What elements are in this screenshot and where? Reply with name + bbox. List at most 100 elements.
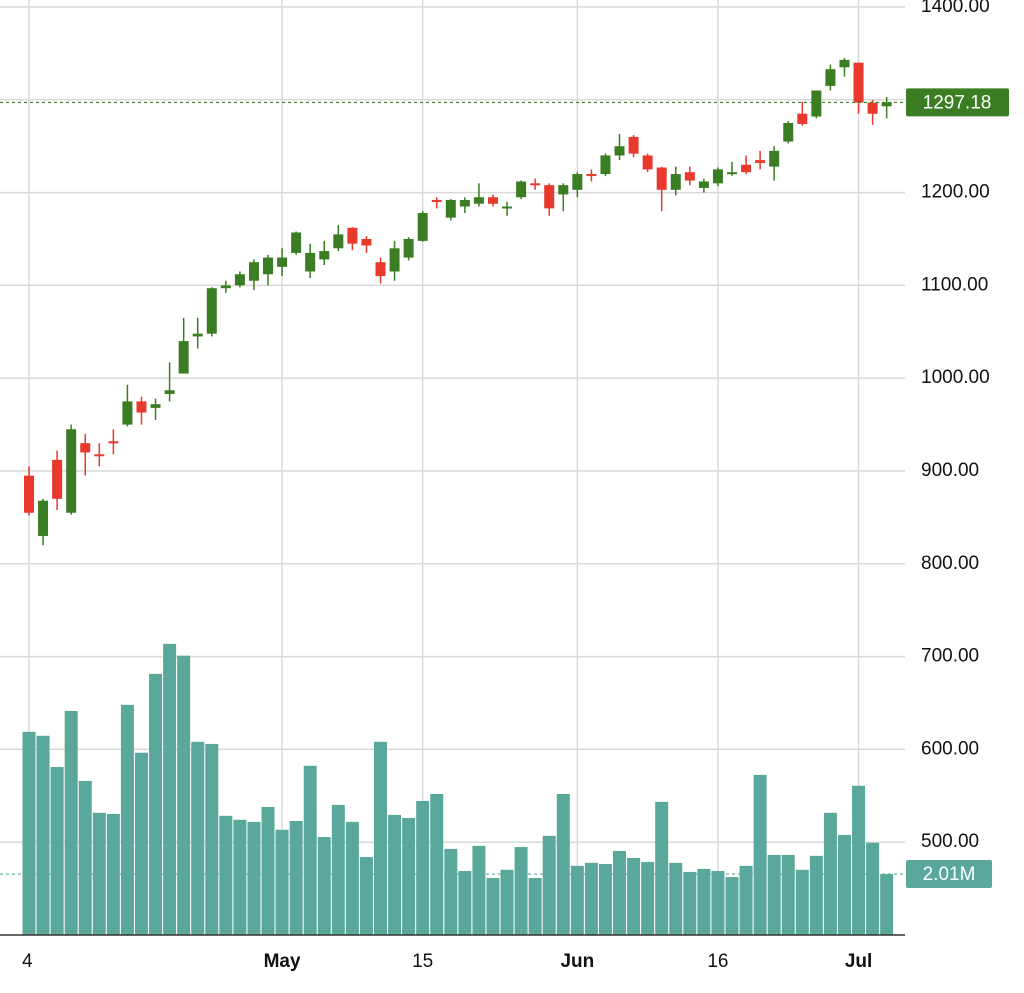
candle-body: [347, 227, 358, 244]
candle-body: [248, 262, 259, 281]
candle-body: [698, 181, 709, 188]
candle-body: [150, 404, 161, 408]
candle-body: [305, 252, 316, 272]
candle-body: [628, 136, 639, 154]
candle-body: [670, 174, 681, 190]
candle-body: [263, 257, 274, 275]
candle-body: [403, 239, 414, 258]
candle-body: [192, 333, 203, 337]
candle-body: [122, 401, 133, 425]
volume-bar: [458, 871, 472, 935]
volume-bar: [739, 865, 753, 935]
volume-bar: [613, 850, 627, 935]
candle-body: [80, 443, 91, 453]
candle-body: [389, 248, 400, 272]
candle-body: [797, 113, 808, 124]
candle-body: [431, 200, 442, 203]
volume-bar: [781, 854, 795, 935]
volume-bar: [149, 673, 163, 935]
x-tick-label: 15: [412, 951, 433, 972]
candle-body: [333, 234, 344, 249]
volume-bar: [767, 854, 781, 935]
candle-body: [572, 174, 583, 190]
volume-bar: [570, 865, 584, 935]
volume-bar: [92, 812, 106, 935]
y-tick-label: 600.00: [921, 738, 979, 759]
candle-body: [24, 475, 34, 513]
volume-bar: [486, 877, 500, 935]
volume-bar: [472, 845, 486, 935]
volume-bar: [444, 848, 458, 935]
y-tick-label: 500.00: [921, 831, 979, 852]
candle-body: [220, 285, 231, 289]
volume-bar: [641, 861, 655, 935]
volume-tag-box: [906, 860, 992, 889]
candle-body: [473, 197, 484, 204]
candle-body: [614, 146, 625, 156]
candle-body: [544, 185, 555, 209]
candle-body: [164, 390, 175, 394]
volume-bar: [163, 643, 177, 935]
volume-bar: [669, 862, 683, 935]
y-tick-label: 700.00: [921, 646, 979, 667]
x-tick-label: Jun: [560, 951, 594, 972]
volume-bar: [261, 807, 275, 935]
candle-body: [881, 102, 892, 107]
x-tick-label: Jul: [845, 951, 872, 972]
candle-body: [459, 200, 470, 207]
candle-body: [558, 185, 569, 195]
volume-bar: [22, 731, 36, 935]
volume-bar: [50, 766, 64, 935]
candle-body: [769, 150, 780, 167]
candle-body: [741, 164, 752, 173]
volume-bar: [852, 785, 866, 935]
candle-body: [642, 155, 653, 170]
volume-bar: [809, 855, 823, 935]
candle-body: [277, 257, 288, 267]
volume-bar: [542, 835, 556, 935]
price-tag-label: 1297.18: [923, 92, 992, 113]
price-tag-box: [906, 88, 1009, 117]
volume-bar: [345, 821, 359, 935]
volume-bar: [205, 743, 219, 935]
candle-body: [291, 232, 302, 253]
volume-bar: [374, 741, 387, 935]
candle-body: [586, 174, 597, 177]
candle-body: [684, 172, 695, 181]
candle-body: [38, 500, 49, 536]
volume-bar: [303, 765, 317, 935]
volume-bar: [837, 834, 851, 935]
candle-body: [319, 251, 330, 260]
candle-body: [361, 239, 372, 246]
volume-bar: [655, 801, 669, 935]
candle-body: [234, 274, 245, 286]
volume-bar: [528, 877, 542, 935]
volume-bar: [289, 820, 303, 935]
volume-bar: [598, 864, 612, 935]
volume-bar: [247, 821, 261, 935]
volume-bar: [317, 837, 331, 935]
volume-bar: [388, 814, 402, 935]
candle-body: [487, 197, 498, 204]
volume-bar: [106, 813, 120, 935]
candle-body: [445, 200, 456, 218]
volume-bar: [795, 869, 809, 935]
volume-bar: [584, 862, 598, 935]
volume-bar: [627, 857, 641, 935]
y-tick-label: 800.00: [921, 553, 979, 574]
volume-bar: [275, 829, 289, 935]
volume-bar: [233, 819, 247, 935]
volume-bar: [64, 710, 78, 935]
y-tick-label: 1200.00: [921, 182, 990, 203]
candle-body: [530, 183, 541, 186]
volume-bar: [191, 741, 205, 935]
volume-bar: [430, 793, 444, 935]
volume-tag-label: 2.01M: [923, 864, 976, 885]
candle-body: [502, 206, 513, 209]
volume-bar: [711, 871, 725, 935]
candle-body: [755, 160, 766, 163]
volume-bar: [359, 857, 373, 935]
candle-body: [178, 341, 189, 374]
candle-body: [108, 441, 119, 444]
candle-body: [600, 155, 611, 175]
